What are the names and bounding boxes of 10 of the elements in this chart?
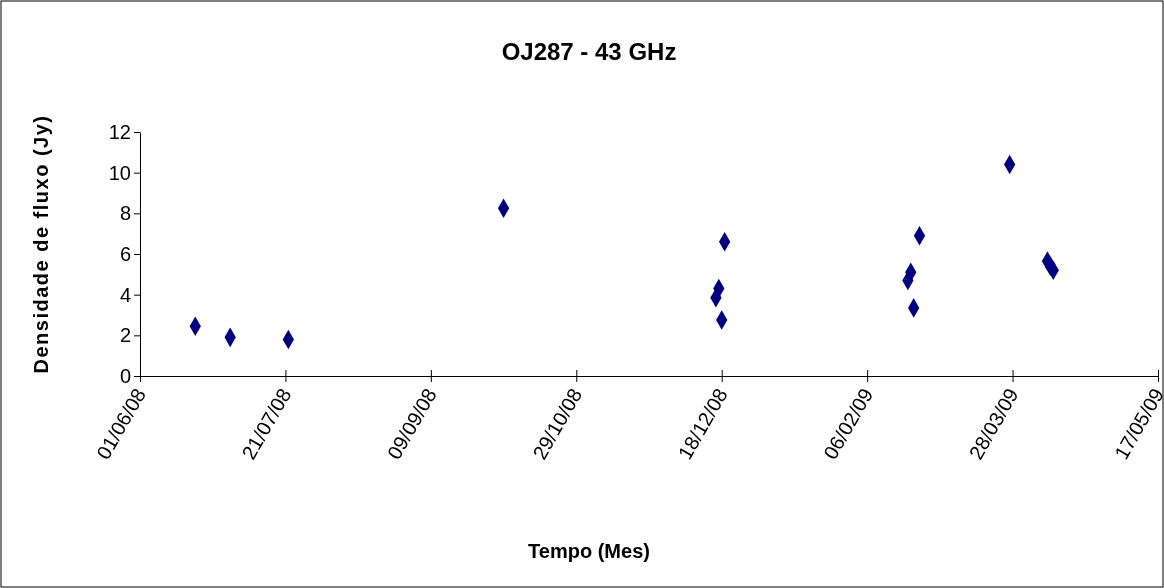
y-tick-label: 2 xyxy=(119,324,131,347)
y-tick-label: 8 xyxy=(119,202,131,225)
x-axis-title: Tempo (Mes) xyxy=(528,540,650,562)
y-tick-label: 6 xyxy=(119,242,131,265)
y-tick-label: 12 xyxy=(108,120,131,143)
chart-title: OJ287 - 43 GHz xyxy=(501,38,677,65)
y-tick-label: 4 xyxy=(119,283,131,306)
y-tick-label: 10 xyxy=(108,161,131,184)
y-axis-title: Densidade de fluxo (Jy) xyxy=(30,114,52,374)
y-tick-label: 0 xyxy=(119,364,131,387)
